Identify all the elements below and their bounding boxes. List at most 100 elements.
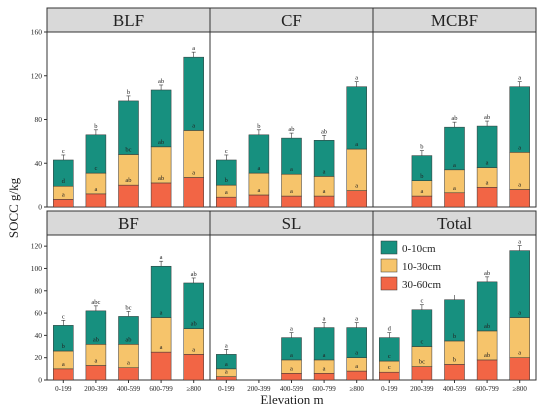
sig-label-0-10cm: ab (158, 78, 164, 85)
sig-label-10-30cm: b (225, 177, 228, 184)
x-tick-label: 0-199 (55, 385, 72, 393)
sig-label-10-30cm: a (290, 352, 293, 359)
sig-label-0-10cm: a (225, 342, 228, 349)
sig-label-30-60cm: a (323, 365, 326, 372)
bar-30-60cm-bf (150, 351, 172, 381)
sig-label-0-10cm: ab (321, 128, 327, 135)
sig-label-10-30cm: c (94, 165, 97, 172)
y-tick-label: 160 (31, 28, 43, 37)
x-tick-label: 600-799 (312, 385, 336, 393)
sig-label-30-60cm: ab (158, 175, 164, 182)
y-tick-label: 120 (31, 242, 43, 251)
y-tick-label: 40 (35, 159, 43, 168)
sig-label-30-60cm: a (355, 363, 358, 370)
legend-label: 0-10cm (402, 243, 436, 255)
sig-label-30-60cm: a (290, 188, 293, 195)
bar-30-60cm-total (411, 366, 433, 381)
x-tick-label: 200-399 (247, 385, 271, 393)
legend-swatch (380, 276, 398, 291)
bar-30-60cm-mcbf (444, 192, 465, 208)
bar-30-60cm-sl (313, 373, 335, 381)
sig-label-0-10cm: c (225, 148, 228, 155)
x-tick-label: 400-599 (280, 385, 304, 393)
sig-label-10-30cm: ab (125, 336, 131, 343)
sig-label-30-60cm: a (518, 350, 521, 357)
panel-strip-blf (46, 7, 211, 33)
bar-30-60cm-sl (346, 370, 367, 381)
sig-label-30-60cm: a (453, 185, 456, 192)
x-tick-label: 600-799 (149, 385, 173, 393)
sig-label-0-10cm: c (62, 313, 65, 320)
sig-label-10-30cm: a (355, 350, 358, 357)
sig-label-30-60cm: a (323, 188, 326, 195)
sig-label-10-30cm: a (160, 310, 163, 317)
y-tick-label: 100 (31, 264, 43, 273)
bar-0-10cm-blf (183, 56, 204, 131)
sig-label-0-10cm: ab (484, 270, 490, 277)
bar-30-60cm-bf (85, 365, 107, 381)
sig-label-0-10cm: b (420, 144, 423, 151)
y-tick-label: 60 (35, 309, 43, 318)
bar-30-60cm-mcbf (476, 187, 498, 208)
bar-30-60cm-bf (118, 367, 139, 381)
legend-swatch (380, 240, 398, 255)
sig-label-10-30cm: a (290, 166, 293, 173)
sig-label-0-10cm: b (127, 89, 130, 96)
bar-30-60cm-total (379, 371, 400, 381)
legend-label: 30-60cm (402, 279, 442, 291)
sig-label-0-10cm: c (62, 148, 65, 155)
sig-label-30-60cm: a (290, 365, 293, 372)
sig-label-30-60cm: a (94, 358, 97, 365)
sig-label-10-30cm: ab (93, 336, 99, 343)
bar-30-60cm-blf (150, 182, 172, 208)
sig-label-0-10cm: b (94, 123, 97, 130)
sig-label-10-30cm: ab (484, 323, 490, 330)
bar-30-60cm-bf (183, 354, 204, 381)
sig-label-0-10cm: a (323, 316, 326, 323)
sig-label-30-60cm: bc (419, 359, 425, 366)
legend-swatch (380, 258, 398, 273)
bar-30-60cm-blf (85, 193, 107, 208)
sig-label-0-10cm: c (420, 298, 423, 305)
x-tick-label: 0-199 (381, 385, 398, 393)
sig-label-30-60cm: a (94, 186, 97, 193)
sig-label-10-30cm: a (453, 162, 456, 169)
y-tick-label: 120 (31, 71, 43, 80)
sig-label-10-30cm: a (486, 160, 489, 167)
sig-label-10-30cm: a (192, 122, 195, 129)
panel-title-sl: SL (282, 214, 302, 233)
sig-label-30-60cm: a (486, 179, 489, 186)
sig-label-10-30cm: a (518, 144, 521, 151)
sig-label-10-30cm: d (62, 178, 66, 185)
sig-label-10-30cm: c (388, 353, 391, 360)
x-axis-title: Elevation m (260, 392, 323, 407)
sig-label-30-60cm: a (160, 344, 163, 351)
sig-label-10-30cm: ab (191, 321, 197, 328)
y-tick-label: 80 (35, 286, 43, 295)
sig-label-0-10cm: a (518, 239, 521, 246)
bar-30-60cm-blf (183, 177, 204, 208)
x-tick-label: ≥800 (350, 385, 365, 393)
y-tick-label: 0 (38, 203, 42, 212)
sig-label-0-10cm: ab (191, 271, 197, 278)
y-tick-label: 20 (35, 353, 43, 362)
legend-label: 10-30cm (402, 261, 442, 273)
bar-30-60cm-cf (313, 195, 335, 208)
sig-label-30-60cm: b (453, 356, 456, 363)
sig-label-0-10cm: a (160, 254, 163, 261)
sig-label-10-30cm: b (62, 343, 65, 350)
bar-30-60cm-cf (281, 195, 302, 208)
bar-30-60cm-cf (216, 196, 237, 208)
bar-30-60cm-bf (53, 368, 74, 381)
sig-label-10-30cm: ab (158, 139, 164, 146)
bar-30-60cm-sl (216, 376, 237, 381)
panel-title-cf: CF (281, 11, 302, 30)
sig-label-10-30cm: b (453, 333, 456, 340)
sig-label-30-60cm: a (225, 189, 228, 196)
bar-30-60cm-cf (248, 194, 270, 208)
bar-30-60cm-cf (346, 190, 367, 208)
sig-label-10-30cm: b (420, 173, 423, 180)
sig-label-0-10cm: d (388, 326, 392, 333)
